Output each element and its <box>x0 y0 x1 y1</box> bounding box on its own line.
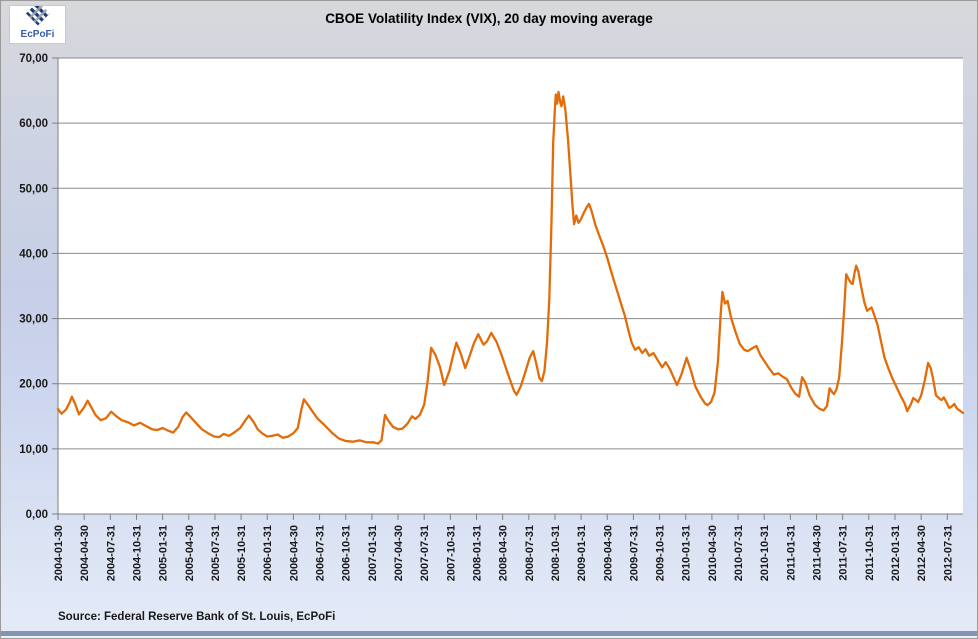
x-tick-label: 2004-07-31 <box>105 525 117 581</box>
x-tick-label: 2005-07-31 <box>210 525 222 581</box>
x-tick-label: 2009-10-31 <box>655 525 667 581</box>
x-tick-label: 2004-10-31 <box>131 525 143 581</box>
ecpofi-logo-text: EcPoFi <box>20 29 55 40</box>
x-tick-label: 2012-01-31 <box>890 525 902 581</box>
x-tick-label: 2007-07-31 <box>419 525 431 581</box>
y-tick-label: 20,00 <box>19 379 48 391</box>
ecpofi-logo-icon <box>25 6 50 26</box>
x-tick-label: 2011-04-30 <box>812 525 824 581</box>
x-tick-label: 2011-10-31 <box>864 525 876 581</box>
x-tick-label: 2011-01-31 <box>785 525 797 581</box>
ecpofi-logo: EcPoFi <box>9 5 66 44</box>
x-tick-label: 2008-10-31 <box>550 525 562 581</box>
x-tick-label: 2009-04-30 <box>602 525 614 581</box>
y-tick-label: 0,00 <box>26 509 48 521</box>
x-tick-label: 2008-04-30 <box>498 525 510 581</box>
y-tick-label: 50,00 <box>19 183 48 195</box>
chart-title: CBOE Volatility Index (VIX), 20 day movi… <box>325 11 653 26</box>
x-tick-label: 2007-04-30 <box>393 525 405 581</box>
x-tick-label: 2006-07-31 <box>315 525 327 581</box>
y-tick-label: 30,00 <box>19 314 48 326</box>
x-tick-label: 2012-07-31 <box>942 525 954 581</box>
x-tick-label: 2009-07-31 <box>628 525 640 581</box>
x-tick-label: 2012-04-30 <box>916 525 928 581</box>
x-tick-label: 2009-01-31 <box>576 525 588 581</box>
x-tick-label: 2008-07-31 <box>524 525 536 581</box>
x-tick-label: 2004-04-30 <box>79 525 91 581</box>
x-tick-label: 2005-10-31 <box>236 525 248 581</box>
x-tick-label: 2004-01-30 <box>53 525 65 581</box>
x-tick-label: 2010-01-31 <box>681 525 693 581</box>
y-tick-label: 40,00 <box>19 248 48 260</box>
y-tick-label: 60,00 <box>19 118 48 130</box>
x-tick-label: 2011-07-31 <box>838 525 850 581</box>
x-tick-label: 2007-01-31 <box>367 525 379 581</box>
plot-area <box>58 58 963 514</box>
x-tick-label: 2010-10-31 <box>759 525 771 581</box>
vix-line <box>56 90 965 445</box>
x-tick-label: 2006-04-30 <box>288 525 300 581</box>
bottom-accent-bar <box>1 631 977 636</box>
y-tick-label: 70,00 <box>19 53 48 65</box>
x-tick-label: 2010-07-31 <box>733 525 745 581</box>
x-tick-label: 2005-04-30 <box>184 525 196 581</box>
y-tick-label: 10,00 <box>19 444 48 456</box>
x-tick-label: 2006-10-31 <box>341 525 353 581</box>
x-tick-label: 2010-04-30 <box>707 525 719 581</box>
x-tick-label: 2007-10-31 <box>445 525 457 581</box>
x-tick-label: 2008-01-31 <box>471 525 483 581</box>
x-tick-label: 2006-01-31 <box>262 525 274 581</box>
x-tick-label: 2005-01-31 <box>158 525 170 581</box>
source-note: Source: Federal Reserve Bank of St. Loui… <box>58 611 336 623</box>
bottom-edge-strip <box>1 636 977 638</box>
